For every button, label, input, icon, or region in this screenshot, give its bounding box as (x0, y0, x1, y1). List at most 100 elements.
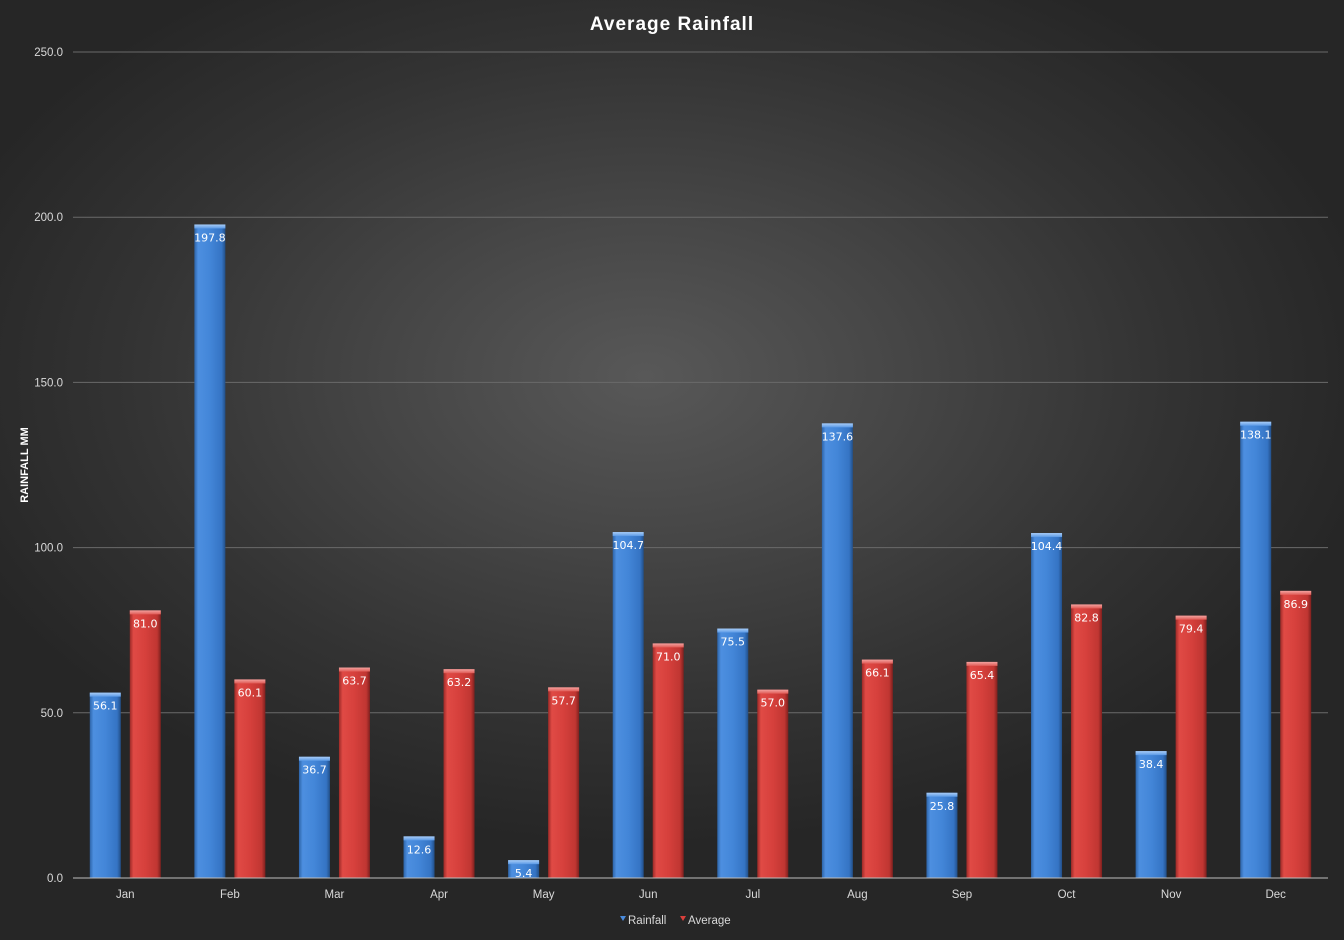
data-label: 104.4 (1031, 540, 1063, 553)
x-tick-label: Jun (639, 889, 658, 901)
rainfall-bar-body (89, 692, 121, 878)
data-label: 86.9 (1283, 598, 1308, 611)
bars (89, 224, 1312, 878)
data-label: 197.8 (194, 231, 226, 244)
rainfall-bar-body (298, 756, 330, 878)
average-bar-cap (338, 667, 370, 672)
chart-title: Average Rainfall (590, 14, 754, 35)
x-tick-label: Apr (430, 889, 448, 901)
x-tick-label: Dec (1265, 889, 1286, 901)
data-labels: 56.1 81.0 197.8 60.1 36.7 63.7 12.6 63.2 5.4 57.7… (93, 231, 1308, 880)
average-bar-body (548, 687, 580, 878)
average-bar-cap (129, 610, 161, 615)
average-bar (548, 687, 580, 878)
average-bar-body (861, 659, 893, 878)
rainfall-bar (926, 792, 958, 878)
average-bar (966, 661, 998, 878)
y-tick-label: 150.0 (34, 377, 63, 389)
data-label: 65.4 (970, 669, 995, 682)
x-tick-label: Feb (220, 889, 240, 901)
data-label: 57.0 (761, 697, 786, 710)
rainfall-bar (403, 836, 435, 878)
average-bar-cap (443, 669, 475, 674)
rainfall-bar-body (1135, 751, 1167, 878)
rainfall-bar-cap (1240, 421, 1272, 426)
y-axis-ticks: 0.0 50.0 100.0 150.0 200.0 250.0 (34, 47, 63, 885)
average-bar (1280, 590, 1312, 878)
average-bar-cap (1280, 590, 1312, 595)
rainfall-bar-cap (89, 692, 121, 697)
average-bar-body (1175, 615, 1207, 878)
rainfall-bar (89, 692, 121, 878)
average-bar-cap (652, 643, 684, 648)
rainfall-bar (821, 423, 853, 878)
average-bar-cap (757, 689, 789, 694)
average-bar-body (443, 669, 475, 878)
average-bar (1175, 615, 1207, 878)
data-label: 81.0 (133, 617, 158, 630)
average-bar (338, 667, 370, 878)
data-label: 138.1 (1240, 429, 1272, 442)
rainfall-bar-cap (508, 860, 540, 865)
average-bar-body (652, 643, 684, 878)
data-label: 12.6 (407, 843, 432, 856)
rainfall-bar-cap (1031, 533, 1063, 538)
legend-average-label: Average (688, 915, 731, 927)
data-label: 36.7 (302, 764, 327, 777)
average-bar-body (966, 661, 998, 878)
rainfall-bar-cap (717, 628, 749, 633)
average-bar (234, 679, 266, 878)
y-tick-label: 200.0 (34, 212, 63, 224)
average-bar (129, 610, 161, 878)
rainfall-bar-body (508, 860, 540, 878)
rainfall-bar-cap (298, 756, 330, 761)
rainfall-bar (298, 756, 330, 878)
x-tick-label: Mar (325, 889, 345, 901)
average-bar (443, 669, 475, 878)
x-tick-label: May (533, 889, 555, 901)
legend-average-marker (680, 916, 686, 921)
data-label: 104.7 (612, 539, 644, 552)
rainfall-bar (194, 224, 226, 878)
data-label: 71.0 (656, 650, 681, 663)
average-bar-body (338, 667, 370, 878)
average-bar (1071, 604, 1103, 878)
rainfall-bar-body (194, 224, 226, 878)
average-bar-cap (1175, 615, 1207, 620)
legend: Rainfall Average (620, 915, 731, 927)
average-bar-body (1071, 604, 1103, 878)
x-tick-label: Sep (952, 889, 972, 901)
data-label: 75.5 (721, 636, 746, 649)
x-tick-label: Jul (745, 889, 760, 901)
y-tick-label: 50.0 (41, 708, 63, 720)
average-bar-cap (234, 679, 266, 684)
data-label: 63.7 (342, 675, 367, 688)
data-label: 137.6 (822, 430, 854, 443)
data-label: 38.4 (1139, 758, 1164, 771)
average-bar (861, 659, 893, 878)
average-bar-body (1280, 590, 1312, 878)
legend-rainfall: Rainfall (620, 915, 666, 927)
data-label: 82.8 (1074, 611, 1099, 624)
rainfall-bar-body (403, 836, 435, 878)
data-label: 56.1 (93, 700, 118, 713)
average-bar-cap (966, 661, 998, 666)
rainfall-bar-cap (926, 792, 958, 797)
x-tick-label: Aug (847, 889, 867, 901)
x-tick-label: Nov (1161, 889, 1182, 901)
gridlines (73, 51, 1328, 714)
rainfall-bar (1135, 751, 1167, 878)
legend-rainfall-label: Rainfall (628, 915, 666, 927)
rainfall-bar (612, 532, 644, 878)
data-label: 25.8 (930, 800, 955, 813)
x-tick-label: Oct (1058, 889, 1077, 901)
data-label: 63.2 (447, 676, 472, 689)
legend-rainfall-marker (620, 916, 626, 921)
rainfall-bar (508, 860, 540, 878)
x-axis-ticks: Jan Feb Mar Apr May Jun Jul Aug Sep Oct Nov Dec (116, 889, 1286, 901)
average-bar-body (757, 689, 789, 878)
average-bar-body (129, 610, 161, 878)
average-bar (652, 643, 684, 878)
rainfall-bar-body (821, 423, 853, 878)
rainfall-bar-cap (194, 224, 226, 229)
